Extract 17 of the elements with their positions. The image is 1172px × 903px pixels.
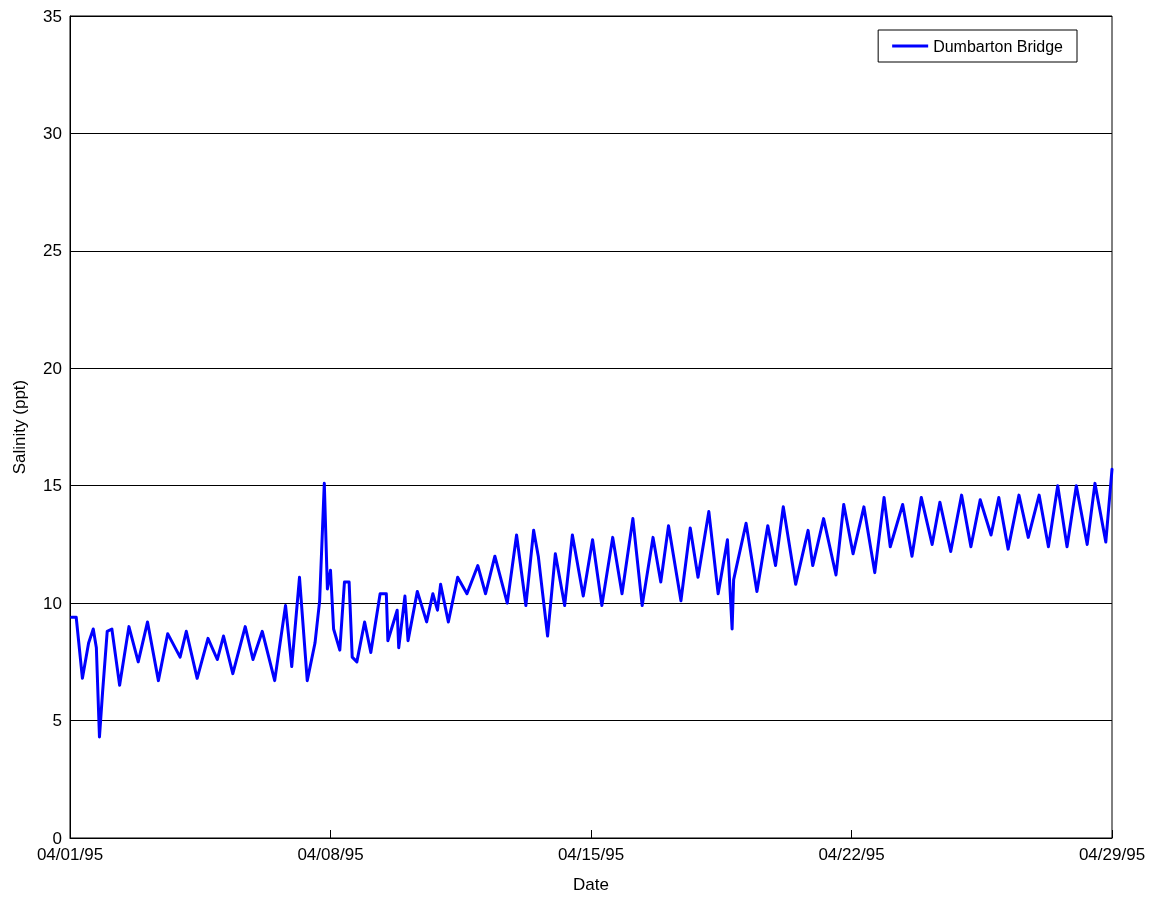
- y-tick-label: 5: [52, 711, 62, 731]
- legend-label: Dumbarton Bridge: [933, 37, 1064, 55]
- y-tick-label: 15: [43, 476, 62, 496]
- y-tick-label: 35: [43, 6, 62, 26]
- x-tick-label: 04/15/95: [557, 845, 625, 864]
- x-tick-label: 04/08/95: [297, 845, 364, 864]
- y-tick-label: 30: [43, 123, 62, 143]
- x-tick-label: 04/01/95: [36, 845, 104, 864]
- y-tick-label: 20: [43, 358, 62, 378]
- y-tick-label: 0: [52, 828, 62, 848]
- line-series: [70, 467, 1114, 739]
- y-tick-label: 10: [43, 593, 62, 613]
- y-axis-title: Salinity (ppt): [10, 379, 29, 475]
- x-tick-label: 04/29/95: [1078, 845, 1146, 864]
- x-tick-label: 04/22/95: [818, 845, 885, 864]
- y-tick-label: 25: [43, 241, 62, 261]
- x-axis-title: Date: [573, 875, 609, 894]
